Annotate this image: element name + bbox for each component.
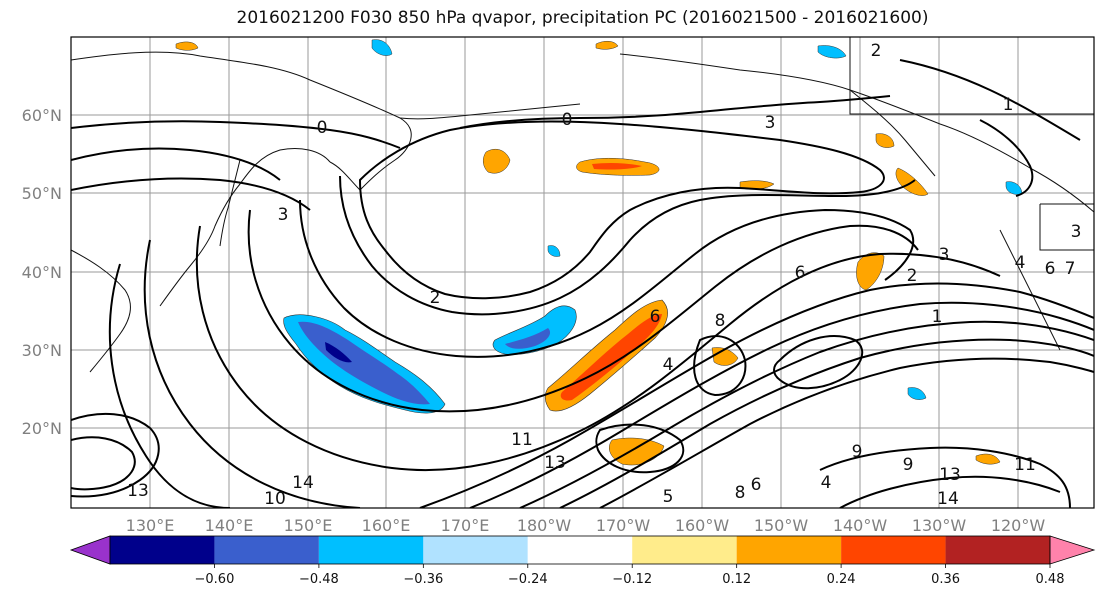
colorbar-extend-left: [69, 535, 111, 565]
latitude-label: 60°N: [22, 106, 62, 125]
negative-shade-patch: [547, 245, 561, 257]
contour-label: 3: [1071, 222, 1082, 242]
negative-shade-patch: [371, 39, 393, 56]
colorbar-tick-label: −0.36: [403, 572, 443, 587]
contour-label: 6: [795, 263, 806, 283]
latitude-label: 20°N: [22, 419, 62, 438]
map-title: 2016021200 F030 850 hPa qvapor, precipit…: [236, 8, 929, 28]
longitude-label: 130°E: [126, 516, 175, 535]
contour-label: 6: [650, 307, 661, 327]
negative-shade-patch: [907, 387, 927, 400]
contour-label: 2: [871, 41, 882, 61]
negative-shade-core: [505, 328, 551, 349]
longitude-label: 150°E: [284, 516, 333, 535]
negative-shade-patch: [817, 45, 847, 59]
colorbar-segment: [214, 536, 319, 564]
longitude-label: 140°E: [205, 516, 254, 535]
contour-label: 3: [278, 205, 289, 225]
longitude-label: 170°E: [441, 516, 490, 535]
colorbar-segment: [632, 536, 737, 564]
latitude-label: 30°N: [22, 341, 62, 360]
contour-label: 5: [663, 487, 674, 507]
contour-label: 11: [1014, 455, 1036, 475]
contour-label: 9: [852, 442, 863, 462]
negative-shade-core-small: [325, 342, 352, 363]
longitude-label: 170°W: [596, 516, 651, 535]
colorbar-segment: [736, 536, 842, 564]
colorbar-segment: [423, 536, 528, 564]
contour-label: 8: [735, 483, 746, 503]
colorbar-tick-label: −0.12: [612, 572, 652, 587]
colorbar-tick-label: −0.48: [299, 572, 339, 587]
positive-shade-patch-core: [592, 162, 642, 170]
contour-label: 1: [932, 307, 943, 327]
contour-label: 14: [937, 489, 959, 509]
contour-label: 8: [715, 311, 726, 331]
longitude-label: 180°W: [517, 516, 572, 535]
contour-label: 4: [1015, 253, 1026, 273]
contour-label: 3: [765, 113, 776, 133]
colorbar-segment: [945, 536, 1050, 564]
longitude-label: 160°W: [675, 516, 730, 535]
longitude-label: 120°W: [991, 516, 1046, 535]
colorbar-segment: [841, 536, 946, 564]
colorbar-extend-right: [1049, 535, 1096, 565]
map-frame: [70, 36, 1095, 509]
contour-label: 2: [907, 266, 918, 286]
longitude-label: 160°E: [362, 516, 411, 535]
positive-shade-patch: [975, 453, 1001, 465]
longitude-label: 140°W: [833, 516, 888, 535]
negative-shade-core: [298, 321, 430, 405]
positive-shade-patch: [595, 41, 619, 50]
colorbar-tick-label: −0.24: [508, 572, 548, 587]
contour-label: 13: [939, 465, 961, 485]
colorbar-segment: [527, 536, 633, 564]
positive-shade-patch: [856, 252, 885, 291]
contour-label: 0: [317, 118, 328, 138]
contour-label: 1: [1003, 95, 1014, 115]
contour-label: 10: [264, 489, 286, 509]
contour-label: 2: [430, 288, 441, 308]
colorbar-tick-label: 0.24: [827, 572, 856, 587]
contour-lines: [71, 59, 1094, 508]
colorbar-tick-label: 0.12: [722, 572, 751, 587]
colorbar: −0.60 −0.48 −0.36 −0.24 −0.12 0.12 0.24 0.36 0.4…: [69, 535, 1096, 587]
latitude-label: 50°N: [22, 184, 62, 203]
latitude-label: 40°N: [22, 263, 62, 282]
contour-label: 11: [511, 430, 533, 450]
contour-label: 4: [663, 355, 674, 375]
positive-shade-patch: [875, 133, 895, 148]
colorbar-segment: [318, 536, 424, 564]
colorbar-tick-label: −0.60: [195, 572, 235, 587]
longitude-label: 130°W: [912, 516, 967, 535]
longitude-label: 150°W: [754, 516, 809, 535]
contour-label: 4: [821, 473, 832, 493]
contour-label: 6: [751, 475, 762, 495]
contour-label: 3: [939, 245, 950, 265]
colorbar-tick-label: 0.36: [931, 572, 960, 587]
contour-label: 13: [127, 481, 149, 501]
colorbar-border: [109, 535, 1051, 565]
latitude-labels: 60°N 50°N 40°N 30°N 20°N: [22, 106, 62, 438]
contour-label: 7: [1065, 259, 1076, 279]
positive-shade-patch: [483, 149, 511, 174]
contour-label: 13: [544, 453, 566, 473]
contour-label: 14: [292, 473, 314, 493]
contour-label: 0: [562, 110, 573, 130]
positive-shade-patch: [175, 41, 199, 51]
longitude-labels: 130°E 140°E 150°E 160°E 170°E 180°W 170°W 160°W…: [126, 516, 1046, 535]
colorbar-segment: [110, 536, 215, 564]
contour-label: 6: [1045, 259, 1056, 279]
colorbar-tick-label: 0.48: [1036, 572, 1065, 587]
contour-label: 9: [903, 455, 914, 475]
